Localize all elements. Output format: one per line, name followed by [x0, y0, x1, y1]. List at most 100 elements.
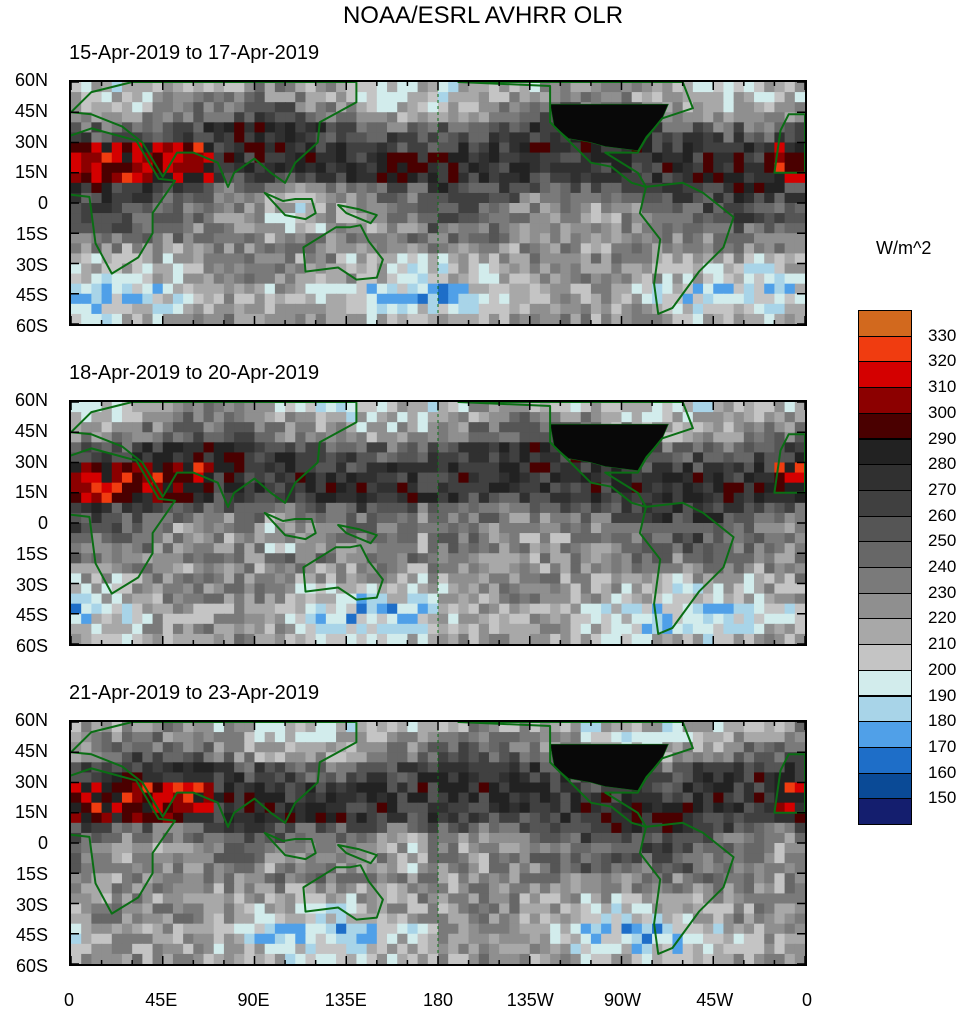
lon-label: 90W	[603, 990, 641, 1010]
lat-label: 45N	[14, 740, 48, 761]
colorbar-label: 240	[928, 557, 957, 576]
colorbar-label: 180	[928, 711, 957, 731]
lat-label: 30S	[15, 574, 48, 595]
lat-label: 60S	[15, 636, 48, 656]
panel-title-1: 15-Apr-2019 to 17-Apr-2019	[69, 42, 320, 64]
lat-label: 60N	[14, 710, 48, 730]
lat-label: 30N	[14, 451, 48, 472]
colorbar-swatch	[858, 798, 912, 825]
lat-label: 15N	[14, 482, 48, 503]
colorbar-label: 280	[928, 454, 957, 474]
figure-title: NOAA/ESRL AVHRR OLR	[342, 2, 624, 29]
colorbar-swatch	[858, 515, 912, 543]
lat-label: 15S	[15, 223, 48, 244]
coastline	[638, 821, 735, 955]
colorbar-swatch	[858, 438, 912, 466]
map-panel-2	[69, 400, 807, 646]
colorbar-label: 220	[928, 608, 957, 628]
colorbar-swatch	[858, 489, 912, 517]
colorbar-label: 170	[928, 736, 957, 756]
coastline	[773, 753, 805, 814]
coastline	[71, 82, 358, 188]
colorbar-swatch	[858, 669, 912, 697]
coastline	[302, 864, 384, 921]
colorbar-swatch	[858, 695, 912, 723]
lat-label: 30N	[14, 131, 48, 152]
colorbar-swatch	[858, 387, 912, 414]
lat-label: 15N	[14, 162, 48, 183]
coastline	[71, 127, 176, 275]
lon-label: 45W	[696, 990, 734, 1010]
lat-label: 45S	[15, 925, 48, 946]
colorbar-swatch	[858, 541, 912, 568]
lat-label: 15N	[14, 802, 48, 823]
lat-label: 60N	[14, 390, 48, 410]
lat-label: 30N	[14, 771, 48, 792]
lat-label: 0	[37, 193, 48, 213]
colorbar-label: 230	[928, 582, 957, 602]
coastline	[773, 113, 805, 174]
colorbar-label: 190	[928, 685, 957, 705]
lat-label: 0	[37, 513, 48, 533]
colorbar-swatch	[858, 310, 912, 337]
coastline	[302, 224, 384, 281]
lat-label: 30S	[15, 894, 48, 915]
colorbar-swatch	[858, 592, 912, 620]
coastline	[638, 501, 735, 635]
coastline	[263, 831, 317, 861]
colorbar-label: 290	[928, 428, 957, 448]
colorbar-swatch	[858, 618, 912, 646]
lat-label: 45N	[14, 420, 48, 441]
colorbar-label: 200	[928, 659, 957, 679]
colorbar-label: 150	[928, 788, 957, 808]
lat-label: 60S	[15, 316, 48, 336]
colorbar-swatch	[858, 567, 912, 594]
colorbar-label: 320	[928, 351, 957, 371]
coastline	[263, 191, 317, 221]
coastline	[337, 524, 378, 545]
lon-label: 0	[801, 990, 812, 1010]
colorbar-swatch	[858, 412, 912, 440]
coastline	[263, 511, 317, 541]
lon-label: 0	[63, 990, 74, 1010]
panel-title-2: 18-Apr-2019 to 20-Apr-2019	[69, 362, 320, 384]
colorbar-swatch	[858, 361, 912, 389]
lat-label: 60N	[14, 70, 48, 90]
coastline	[638, 181, 735, 315]
colorbar-label: 260	[928, 505, 957, 525]
lat-label: 0	[37, 833, 48, 853]
coastline	[337, 844, 378, 865]
lat-label: 60S	[15, 956, 48, 976]
colorbar-title: W/m^2	[876, 238, 932, 258]
lon-label: 135W	[506, 990, 554, 1010]
colorbar-label: 310	[928, 377, 957, 397]
olr-map-3	[71, 722, 805, 964]
lat-label: 45S	[15, 605, 48, 626]
coastline	[337, 204, 378, 225]
colorbar-swatch	[858, 644, 912, 671]
coastline	[71, 447, 176, 595]
panel-title-3: 21-Apr-2019 to 23-Apr-2019	[69, 682, 320, 704]
lon-label: 180	[422, 990, 454, 1010]
colorbar-swatch	[858, 335, 912, 363]
colorbar-swatch	[858, 772, 912, 800]
coastline	[71, 402, 358, 508]
lat-label: 15S	[15, 543, 48, 564]
colorbar-label: 270	[928, 479, 957, 499]
lat-label: 30S	[15, 254, 48, 275]
colorbar-label: 300	[928, 402, 957, 422]
lon-label: 135E	[324, 990, 367, 1010]
map-panel-1	[69, 80, 807, 326]
lat-label: 15S	[15, 863, 48, 884]
lon-label: 90E	[237, 990, 270, 1010]
lat-label: 45N	[14, 100, 48, 121]
map-panel-3	[69, 720, 807, 966]
coastline	[302, 544, 384, 601]
olr-map-1	[71, 82, 805, 324]
olr-map-2	[71, 402, 805, 644]
colorbar-swatch	[858, 464, 912, 491]
colorbar-swatch	[858, 721, 912, 748]
colorbar-label: 330	[928, 325, 957, 345]
coastline	[71, 767, 176, 915]
colorbar-label: 210	[928, 634, 957, 654]
